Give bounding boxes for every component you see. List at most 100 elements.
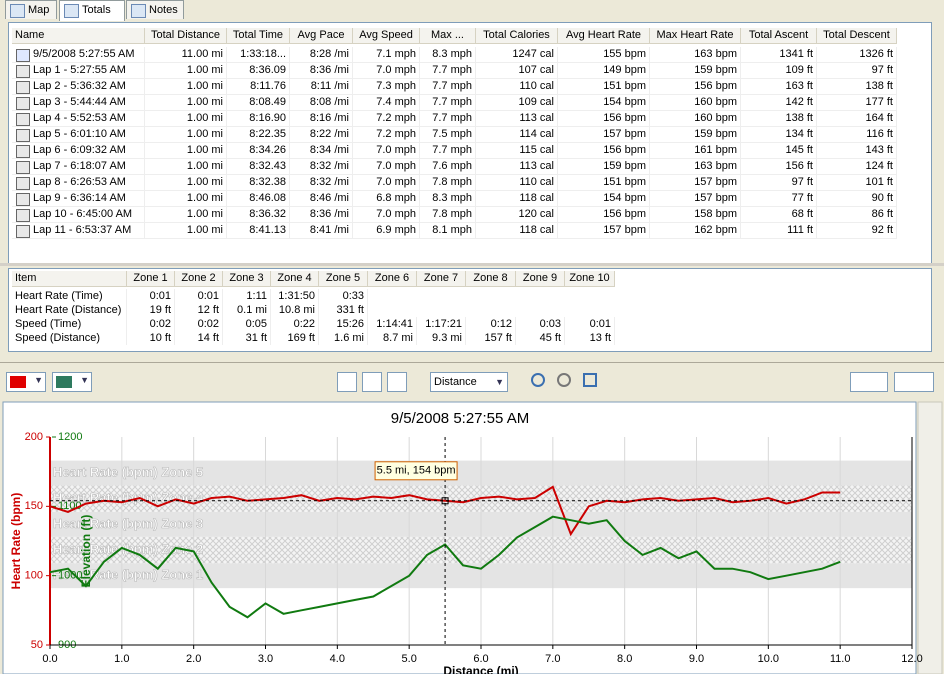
column-header[interactable]: Max Heart Rate [650, 28, 741, 44]
column-header[interactable]: Zone 6 [368, 271, 417, 287]
table-cell: 110 cal [476, 175, 558, 191]
table-cell: 110 cal [476, 79, 558, 95]
table-cell: 157 bpm [558, 127, 650, 143]
row-icon [16, 97, 30, 110]
table-cell: 109 cal [476, 95, 558, 111]
table-cell: 6.8 mph [353, 191, 420, 207]
table-cell: 8:32.38 [227, 175, 290, 191]
column-header[interactable]: Zone 5 [319, 271, 368, 287]
table-cell: 1.00 mi [145, 111, 227, 127]
column-header[interactable]: Zone 7 [417, 271, 466, 287]
color-picker[interactable]: ▼ [6, 372, 46, 392]
table-cell: 8:46.08 [227, 191, 290, 207]
column-header[interactable]: Avg Speed [353, 28, 420, 44]
table-cell: 159 bpm [650, 63, 741, 79]
table-cell: Heart Rate (Distance) [12, 303, 127, 317]
table-cell: 1.00 mi [145, 63, 227, 79]
table-cell: 154 bpm [558, 191, 650, 207]
x-tick-label: 5.0 [402, 653, 417, 665]
table-cell: 8:22.35 [227, 127, 290, 143]
column-header[interactable]: Total Descent [817, 28, 897, 44]
table-cell: 8:28 /mi [290, 47, 353, 63]
table-cell: 7.6 mph [420, 159, 476, 175]
column-header[interactable]: Zone 2 [175, 271, 223, 287]
table-cell: Lap 1 - 5:27:55 AM [12, 63, 145, 79]
table-cell: 7.3 mph [353, 79, 420, 95]
toolbar-button[interactable] [387, 372, 407, 392]
chart-title: 9/5/2008 5:27:55 AM [391, 410, 529, 427]
column-header[interactable]: Item [12, 271, 127, 287]
row-icon [16, 113, 30, 126]
chart: 9/5/2008 5:27:55 AM 0.0 1.0 2.0 3.0 4.0 5.0 6.… [2, 401, 943, 674]
table-cell: 7.5 mph [420, 127, 476, 143]
column-header[interactable]: Total Calories [476, 28, 558, 44]
table-cell: 1326 ft [817, 47, 897, 63]
table-cell: 8:41 /mi [290, 223, 353, 239]
column-header[interactable]: Avg Pace [290, 28, 353, 44]
x-axis-select[interactable]: Distance ▼ [430, 372, 508, 392]
table-cell: 118 cal [476, 191, 558, 207]
column-header[interactable]: Total Time [227, 28, 290, 44]
scrollbar[interactable] [917, 401, 943, 674]
zoom-fit[interactable] [583, 373, 597, 387]
table-cell: 149 bpm [558, 63, 650, 79]
y2-tick-label: 1200 [58, 431, 82, 443]
color-picker[interactable]: ▼ [52, 372, 92, 392]
column-header[interactable]: Zone 8 [466, 271, 516, 287]
column-header[interactable]: Zone 1 [127, 271, 175, 287]
tab-icon [10, 4, 25, 18]
table-cell: 114 cal [476, 127, 558, 143]
x-tick-label: 7.0 [545, 653, 560, 665]
column-header[interactable]: Name [12, 28, 145, 44]
table-cell: 7.7 mph [420, 95, 476, 111]
table-cell: 8:41.13 [227, 223, 290, 239]
table-cell: 156 ft [741, 159, 817, 175]
table-cell: Lap 8 - 6:26:53 AM [12, 175, 145, 191]
column-header[interactable]: Zone 9 [516, 271, 565, 287]
table-cell: 1.00 mi [145, 207, 227, 223]
tab[interactable]: Totals [59, 0, 125, 21]
dropdown[interactable] [894, 372, 934, 392]
x-tick-label: 8.0 [617, 653, 632, 665]
table-cell: 162 bpm [650, 223, 741, 239]
table-cell: 111 ft [741, 223, 817, 239]
column-header[interactable]: Zone 3 [223, 271, 271, 287]
row-icon [16, 129, 30, 142]
table-cell: Lap 10 - 6:45:00 AM [12, 207, 145, 223]
table-cell: 9/5/2008 5:27:55 AM [12, 47, 145, 63]
tooltip-text: 5.5 mi, 154 bpm [377, 465, 456, 477]
table-cell: 101 ft [817, 175, 897, 191]
column-header[interactable]: Zone 4 [271, 271, 319, 287]
table-cell: 8:34.26 [227, 143, 290, 159]
table-cell: 7.2 mph [353, 111, 420, 127]
table-cell: 7.8 mph [420, 207, 476, 223]
tab[interactable]: Map [5, 0, 57, 19]
dropdown[interactable] [850, 372, 888, 392]
x-tick-label: 3.0 [258, 653, 273, 665]
tab[interactable]: Notes [126, 0, 184, 19]
column-header[interactable]: Zone 10 [565, 271, 615, 287]
table-cell: 7.7 mph [420, 143, 476, 159]
x-tick-label: 10.0 [758, 653, 779, 665]
table-cell: 116 ft [817, 127, 897, 143]
x-tick-label: 4.0 [330, 653, 345, 665]
row-icon [16, 209, 30, 222]
table-cell: 142 ft [741, 95, 817, 111]
column-header[interactable]: Total Ascent [741, 28, 817, 44]
row-icon [16, 177, 30, 190]
table-cell: 1.00 mi [145, 95, 227, 111]
column-header[interactable]: Max ... [420, 28, 476, 44]
table-cell: 1.00 mi [145, 79, 227, 95]
x-tick-label: 1.0 [114, 653, 129, 665]
toolbar-button[interactable] [337, 372, 357, 392]
zoom-out[interactable] [557, 373, 571, 387]
toolbar-button[interactable] [362, 372, 382, 392]
table-cell: 1247 cal [476, 47, 558, 63]
table-cell: 7.0 mph [353, 207, 420, 223]
row-icon [16, 81, 30, 94]
zoom-in[interactable] [531, 373, 545, 387]
column-header[interactable]: Total Distance [145, 28, 227, 44]
table-cell: 160 bpm [650, 95, 741, 111]
table-cell: 1.00 mi [145, 175, 227, 191]
column-header[interactable]: Avg Heart Rate [558, 28, 650, 44]
